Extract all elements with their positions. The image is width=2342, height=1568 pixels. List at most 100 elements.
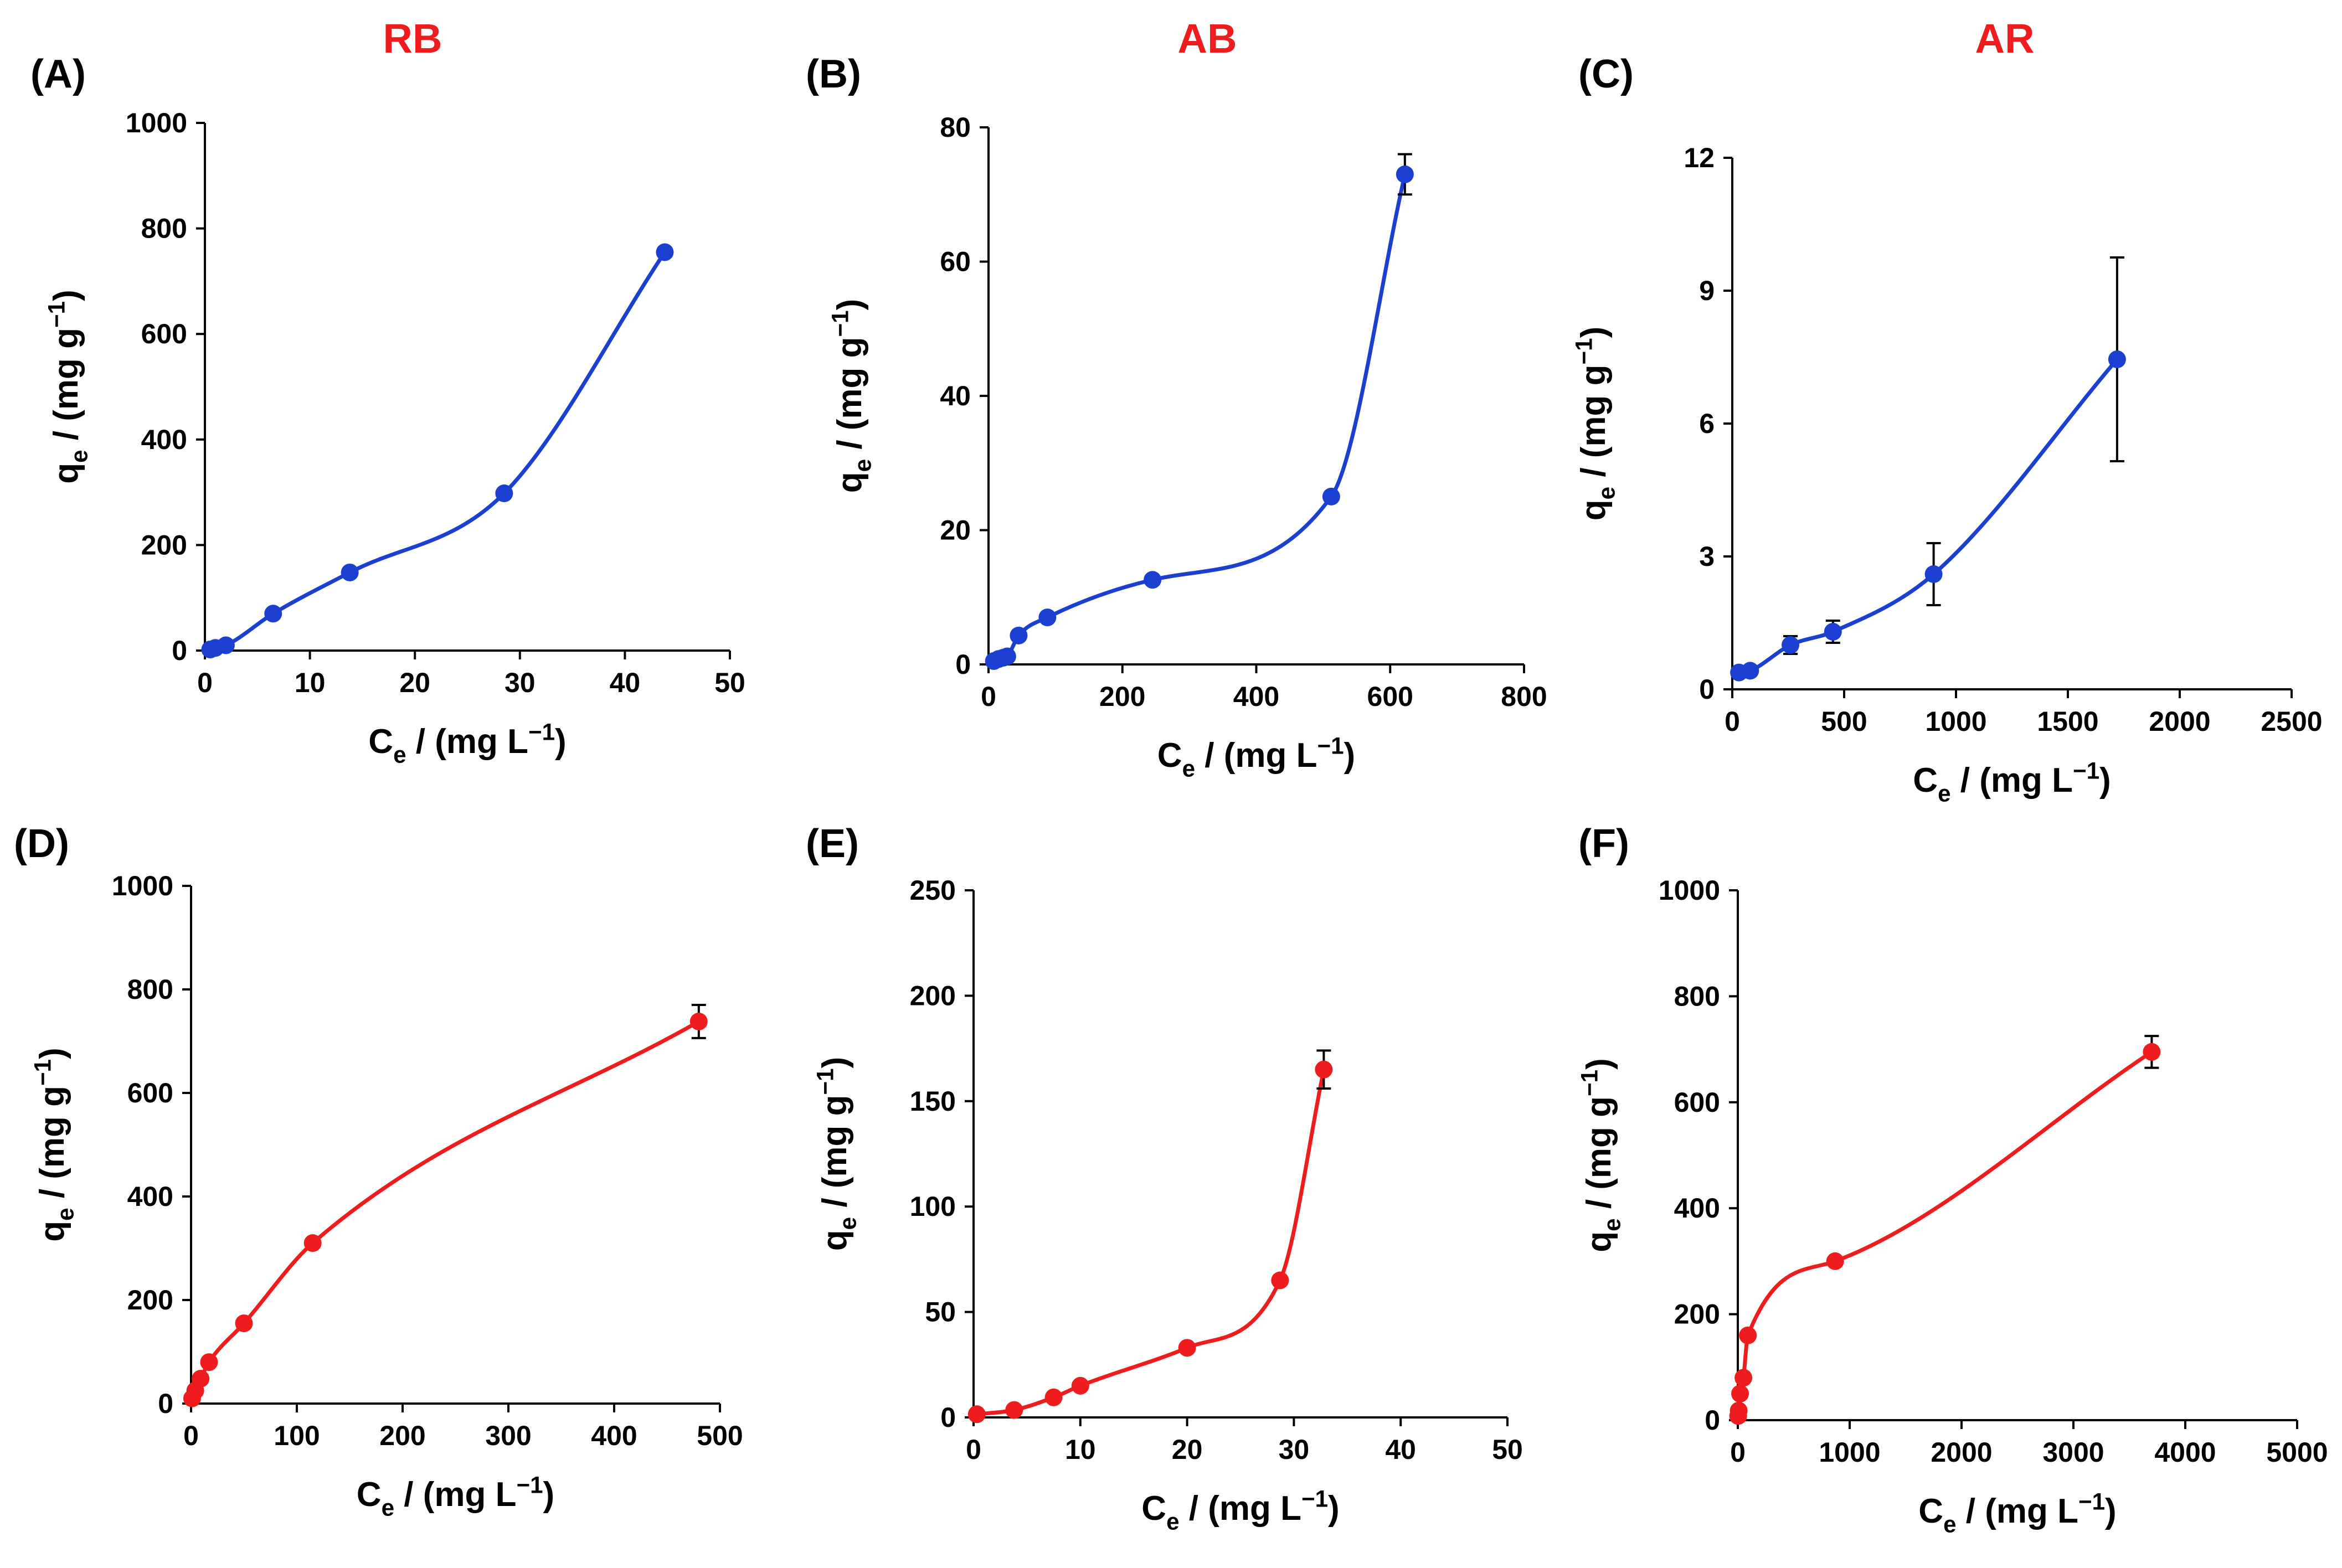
y-tick-label: 1000: [126, 107, 187, 138]
chart-panel-c: (C) AR 0 500 1000 1500 2000 2500 0 3 6 9 12 Ce / (mg …: [1571, 16, 2322, 806]
x-axis-label: Ce / (mg L−1): [1913, 757, 2111, 806]
chart-panel-f: (F) 0 1000 2000 3000 4000 5000 0 200 400 600 800 100…: [1576, 822, 2328, 1537]
x-tick-label: 800: [1501, 681, 1547, 712]
y-axis-label: qe / (mg g−1): [43, 290, 92, 483]
data-point: [1731, 1385, 1749, 1403]
y-tick-label: 3: [1699, 541, 1715, 572]
y-tick-label: 400: [1674, 1193, 1720, 1224]
y-tick-label: 12: [1684, 142, 1715, 173]
x-axis-label: Ce / (mg L−1): [368, 719, 566, 767]
chart-panel-a: (A) RB 0 10 20 30 40 50 0 200 400 600 800 1000 Ce / (m…: [30, 16, 745, 767]
panel-label: (A): [30, 52, 86, 96]
x-tick-label: 1000: [1819, 1437, 1880, 1468]
y-axis-label: qe / (mg g−1): [29, 1048, 78, 1241]
x-tick-label: 30: [505, 667, 536, 698]
data-point: [1396, 165, 1414, 183]
x-tick-label: 3000: [2042, 1437, 2104, 1468]
y-tick-label: 50: [925, 1297, 956, 1328]
x-tick-label: 1500: [2037, 706, 2098, 737]
x-tick-label: 0: [197, 667, 213, 698]
x-tick-label: 0: [981, 681, 996, 712]
y-tick-label: 400: [127, 1181, 173, 1212]
x-tick-label: 50: [1492, 1434, 1523, 1465]
series-line: [976, 1069, 1326, 1416]
x-tick-label: 400: [1233, 681, 1279, 712]
x-tick-label: 600: [1367, 681, 1413, 712]
x-tick-label: 10: [1065, 1434, 1096, 1465]
data-point: [217, 636, 235, 654]
data-point: [200, 1353, 218, 1371]
y-tick-label: 20: [940, 515, 971, 546]
x-tick-label: 10: [295, 667, 326, 698]
y-tick-label: 200: [141, 529, 187, 560]
x-tick-label: 2500: [2261, 706, 2322, 737]
y-tick-label: 200: [127, 1285, 173, 1316]
x-tick-label: 0: [1725, 706, 1740, 737]
x-axis-label: Ce / (mg L−1): [357, 1472, 554, 1520]
x-tick-label: 0: [183, 1420, 199, 1451]
data-point: [192, 1370, 210, 1388]
x-tick-label: 5000: [2266, 1437, 2328, 1468]
data-point: [1271, 1271, 1289, 1290]
y-tick-label: 200: [1674, 1299, 1720, 1330]
data-point: [1005, 1401, 1023, 1419]
x-tick-label: 500: [697, 1420, 743, 1451]
data-point: [967, 1405, 986, 1423]
chart-panel-d: (D) 0 100 200 300 400 500 0 200 400 600 800 1000 Ce /…: [14, 822, 743, 1520]
data-point: [1734, 1369, 1753, 1387]
x-tick-label: 4000: [2154, 1437, 2216, 1468]
x-tick-label: 40: [610, 667, 641, 698]
y-tick-label: 60: [940, 246, 971, 277]
series-line: [190, 1019, 700, 1399]
y-tick-label: 400: [141, 424, 187, 455]
y-tick-label: 600: [1674, 1087, 1720, 1118]
x-axis-label: Ce / (mg L−1): [1918, 1488, 2116, 1537]
data-point: [1730, 1401, 1748, 1420]
data-point: [1178, 1339, 1196, 1357]
data-point: [495, 484, 513, 503]
y-tick-label: 1000: [1659, 875, 1720, 906]
panel-label: (B): [806, 52, 861, 96]
series-line: [1738, 358, 2119, 675]
y-tick-label: 600: [141, 318, 187, 349]
y-tick-label: 80: [940, 112, 971, 143]
y-tick-label: 0: [172, 635, 187, 666]
x-tick-label: 300: [485, 1420, 531, 1451]
y-tick-label: 600: [127, 1077, 173, 1108]
data-point: [1924, 565, 1943, 583]
y-tick-label: 800: [127, 974, 173, 1005]
data-point: [235, 1314, 253, 1333]
x-tick-label: 40: [1385, 1434, 1416, 1465]
data-point: [1739, 1326, 1757, 1344]
y-tick-label: 150: [910, 1086, 956, 1117]
y-tick-label: 800: [1674, 981, 1720, 1012]
y-axis-label: qe / (mg g−1): [1576, 1058, 1625, 1252]
y-axis-label: qe / (mg g−1): [827, 299, 876, 493]
data-point: [2143, 1043, 2161, 1061]
x-tick-label: 200: [1099, 681, 1145, 712]
chart-panel-e: (E) 0 10 20 30 40 50 0 50 100 150 200 250 Ce / (mg L−…: [806, 822, 1523, 1534]
data-point: [656, 243, 674, 261]
x-tick-label: 20: [399, 667, 430, 698]
data-point: [998, 647, 1016, 666]
data-point: [1010, 626, 1028, 644]
y-tick-label: 200: [910, 980, 956, 1011]
y-tick-label: 800: [141, 213, 187, 244]
data-point: [303, 1234, 322, 1252]
y-tick-label: 100: [910, 1191, 956, 1222]
x-tick-label: 100: [274, 1420, 320, 1451]
panel-label: (C): [1578, 52, 1634, 96]
data-point: [1824, 623, 1842, 641]
x-tick-label: 30: [1279, 1434, 1310, 1465]
x-tick-label: 2000: [2149, 706, 2210, 737]
data-point: [1741, 662, 1759, 680]
y-tick-label: 0: [1699, 674, 1715, 705]
x-tick-label: 0: [1730, 1437, 1746, 1468]
x-tick-label: 2000: [1931, 1437, 1992, 1468]
panel-label: (D): [14, 822, 69, 866]
data-point: [1144, 571, 1162, 589]
data-point: [1826, 1252, 1844, 1270]
data-point: [1044, 1388, 1063, 1406]
x-tick-label: 500: [1821, 706, 1867, 737]
